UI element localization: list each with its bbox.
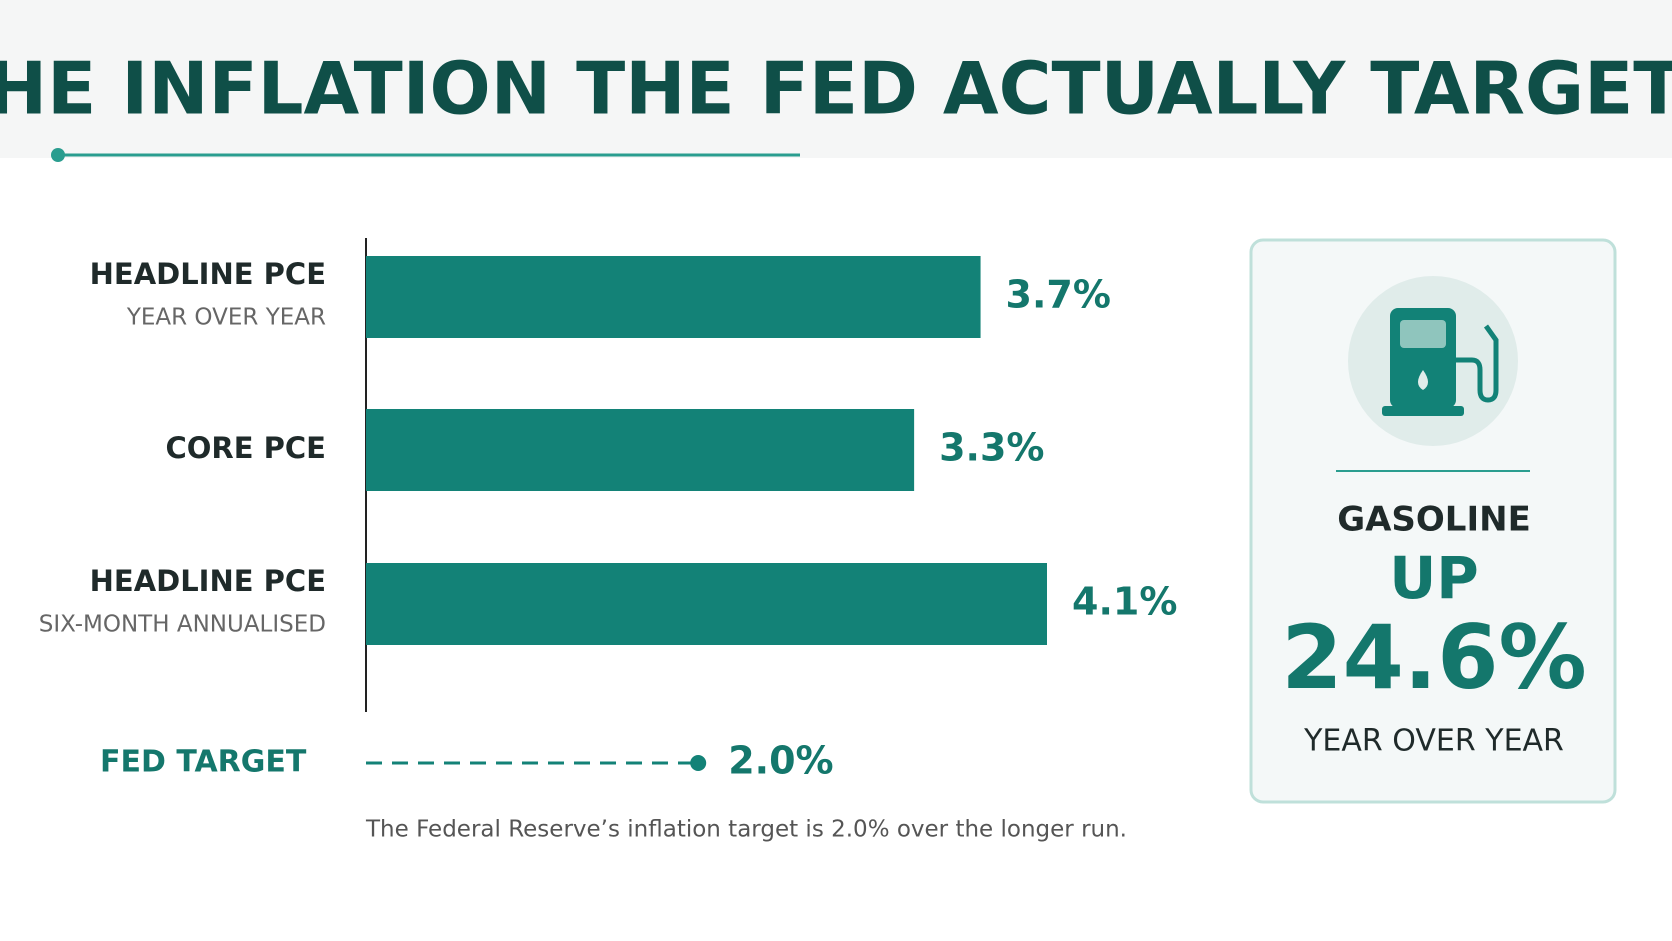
category-label: CORE PCE — [165, 431, 326, 465]
category-label: HEADLINE PCE — [90, 564, 326, 598]
subcategory-label: YEAR OVER YEAR — [126, 305, 326, 331]
category-label: HEADLINE PCE — [90, 257, 326, 291]
callout-panel — [1249, 238, 1617, 804]
value-label: 3.7% — [1006, 273, 1111, 317]
title-rule-dot — [51, 148, 65, 162]
callout-title: GASOLINE — [1337, 500, 1531, 540]
value-label: 4.1% — [1072, 580, 1177, 624]
bar — [366, 409, 915, 491]
target-label: FED TARGET — [100, 745, 307, 780]
target-dot — [690, 755, 707, 771]
chart-title: THE INFLATION THE FED ACTUALLY TARGETS — [0, 47, 1672, 131]
note: The Federal Reserve’s inflation target i… — [365, 817, 1127, 843]
target-value-label: 2.0% — [728, 739, 833, 783]
callout-direction: UP — [1389, 544, 1479, 612]
header-band — [0, 0, 1672, 158]
bar — [366, 256, 981, 338]
gas-pump-icon — [1382, 308, 1499, 416]
callout-value: 24.6% — [1281, 606, 1586, 709]
subcategory-label: SIX-MONTH ANNUALISED — [39, 612, 326, 638]
bar — [366, 563, 1047, 645]
callout-period: YEAR OVER YEAR — [1303, 724, 1564, 759]
value-label: 3.3% — [939, 426, 1044, 470]
